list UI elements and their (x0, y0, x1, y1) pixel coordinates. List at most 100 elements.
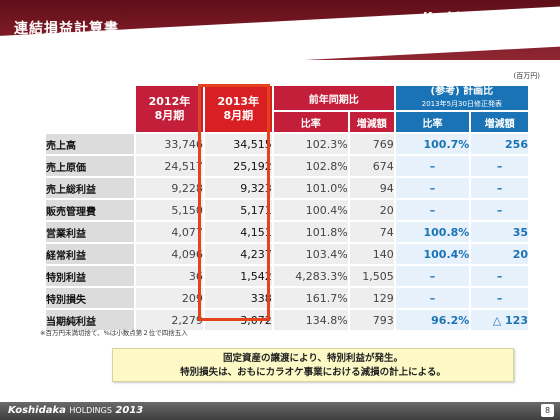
ref-header-subtitle: 2013年5月30日修正発表 (421, 100, 502, 108)
unit-note: (百万円) (513, 72, 540, 80)
ref-ratio: 100.4% (395, 244, 470, 264)
col-2013-line1: 2013年 (217, 95, 260, 108)
ref-ratio-header: 比率 (395, 112, 470, 132)
ref-diff: – (471, 288, 528, 308)
table-row: 特別損失 209 338 161.7% 129– – (46, 288, 528, 308)
value-2013: 4,237 (204, 244, 272, 264)
table-row: 販売管理費 5,150 5,171 100.4% 20– – (46, 200, 528, 220)
callout-line-2: 特別損失は、おもにカラオケ事業における減損の計上による。 (180, 367, 446, 378)
yoy-header: 前年同期比 (273, 86, 394, 110)
value-2013: 4,151 (204, 222, 272, 242)
page-number: 8 (541, 404, 554, 417)
value-2012: 5,150 (136, 200, 203, 220)
ref-header: (参考) 計画比 2013年5月30日修正発表 (395, 86, 528, 110)
ref-diff: – (471, 178, 528, 198)
col-header-2012: 2012年 8月期 (136, 86, 203, 132)
yoy-ratio: 103.4% (273, 244, 348, 264)
value-2013: 34,515 (204, 134, 272, 154)
yoy-ratio: 161.7% (273, 288, 348, 308)
table-row: 売上高 33,746 34,515 102.3% 769 100.7% 256 (46, 134, 528, 154)
income-statement-table: 2012年 8月期 2013年 8月期 前年同期比 (参考) 計画比 2013年… (44, 84, 530, 332)
row-label: 営業利益 (46, 222, 134, 242)
value-2013: 5,171 (204, 200, 272, 220)
yoy-diff-header: 増減額 (349, 112, 394, 132)
header-row-2: 比率 増減額 比率 増減額 (46, 112, 528, 132)
col-2012-line1: 2012年 (148, 95, 191, 108)
ref-ratio: – (395, 178, 470, 198)
yoy-diff: 94 (349, 178, 394, 198)
ref-diff: 256 (471, 134, 528, 154)
row-label: 販売管理費 (46, 200, 134, 220)
corner-cell (46, 86, 134, 132)
col-header-2013: 2013年 8月期 (204, 86, 272, 132)
ref-diff: △ 123 (471, 310, 528, 330)
row-label: 経常利益 (46, 244, 134, 264)
brand-holdings-text: HOLDINGS (494, 13, 548, 24)
footnote: ※百万円未満切捨て、%は小数点第２位で四捨五入 (40, 329, 188, 337)
footer-logo: Koshidaka HOLDINGS 2013 (8, 405, 143, 416)
footer-holdings-text: HOLDINGS (69, 406, 112, 415)
yoy-diff: 674 (349, 156, 394, 176)
footer-logo-text: Koshidaka (8, 405, 66, 416)
ref-ratio: – (395, 200, 470, 220)
yoy-ratio-header: 比率 (273, 112, 348, 132)
table-row: 特別利益 36 1,542 4,283.3% 1,505– – (46, 266, 528, 286)
ref-ratio: – (395, 156, 470, 176)
yoy-ratio: 100.4% (273, 200, 348, 220)
ref-diff: – (471, 156, 528, 176)
header-row-1: 2012年 8月期 2013年 8月期 前年同期比 (参考) 計画比 2013年… (46, 86, 528, 132)
callout-box: 固定資産の譲渡により、特別利益が発生。 特別損失は、おもにカラオケ事業における減… (112, 348, 514, 382)
ref-diff-header: 増減額 (471, 112, 528, 132)
ref-ratio: 100.8% (395, 222, 470, 242)
callout-line-1: 固定資産の譲渡により、特別利益が発生。 (223, 353, 403, 364)
table-body: 売上高 33,746 34,515 102.3% 769 100.7% 256 売上原価 24,… (46, 134, 528, 330)
slide-header: 連結損益計算書 Koshidaka HOLDINGS 株式会社 コシダカホールディ… (0, 0, 560, 60)
row-label: 当期純利益 (46, 310, 134, 330)
yoy-ratio: 134.8% (273, 310, 348, 330)
yoy-ratio: 101.0% (273, 178, 348, 198)
value-2012: 9,228 (136, 178, 203, 198)
company-name: 株式会社 コシダカホールディングス (418, 28, 548, 37)
ref-diff: – (471, 266, 528, 286)
row-label: 売上高 (46, 134, 134, 154)
row-label: 売上総利益 (46, 178, 134, 198)
value-2013: 3,072 (204, 310, 272, 330)
page-title: 連結損益計算書 (14, 21, 119, 37)
yoy-diff: 129 (349, 288, 394, 308)
yoy-diff: 74 (349, 222, 394, 242)
value-2012: 33,746 (136, 134, 203, 154)
value-2012: 4,077 (136, 222, 203, 242)
yoy-ratio: 101.8% (273, 222, 348, 242)
ref-diff: 35 (471, 222, 528, 242)
yoy-ratio: 4,283.3% (273, 266, 348, 286)
row-label: 特別利益 (46, 266, 134, 286)
brand-block: Koshidaka HOLDINGS 株式会社 コシダカホールディングス (418, 10, 548, 38)
ref-ratio: – (395, 266, 470, 286)
row-label: 特別損失 (46, 288, 134, 308)
value-2012: 2,279 (136, 310, 203, 330)
yoy-diff: 20 (349, 200, 394, 220)
footer-year: 2013 (115, 405, 144, 416)
table-row: 売上総利益 9,228 9,323 101.0% 94– – (46, 178, 528, 198)
col-2013-line2: 8月期 (223, 109, 254, 122)
slide-footer: Koshidaka HOLDINGS 2013 8 (0, 402, 560, 420)
value-2013: 338 (204, 288, 272, 308)
ref-diff: 20 (471, 244, 528, 264)
value-2012: 36 (136, 266, 203, 286)
brand-logo-text: Koshidaka (422, 10, 492, 24)
table-row: 営業利益 4,077 4,151 101.8% 74 100.8% 35 (46, 222, 528, 242)
table-row: 経常利益 4,096 4,237 103.4% 140 100.4% 20 (46, 244, 528, 264)
ref-ratio: 96.2% (395, 310, 470, 330)
yoy-diff: 1,505 (349, 266, 394, 286)
ref-header-title: (参考) 計画比 (430, 86, 494, 97)
value-2013: 1,542 (204, 266, 272, 286)
value-2013: 25,192 (204, 156, 272, 176)
ref-diff: – (471, 200, 528, 220)
value-2012: 209 (136, 288, 203, 308)
yoy-diff: 140 (349, 244, 394, 264)
yoy-diff: 793 (349, 310, 394, 330)
row-label: 売上原価 (46, 156, 134, 176)
yoy-ratio: 102.8% (273, 156, 348, 176)
yoy-diff: 769 (349, 134, 394, 154)
value-2013: 9,323 (204, 178, 272, 198)
